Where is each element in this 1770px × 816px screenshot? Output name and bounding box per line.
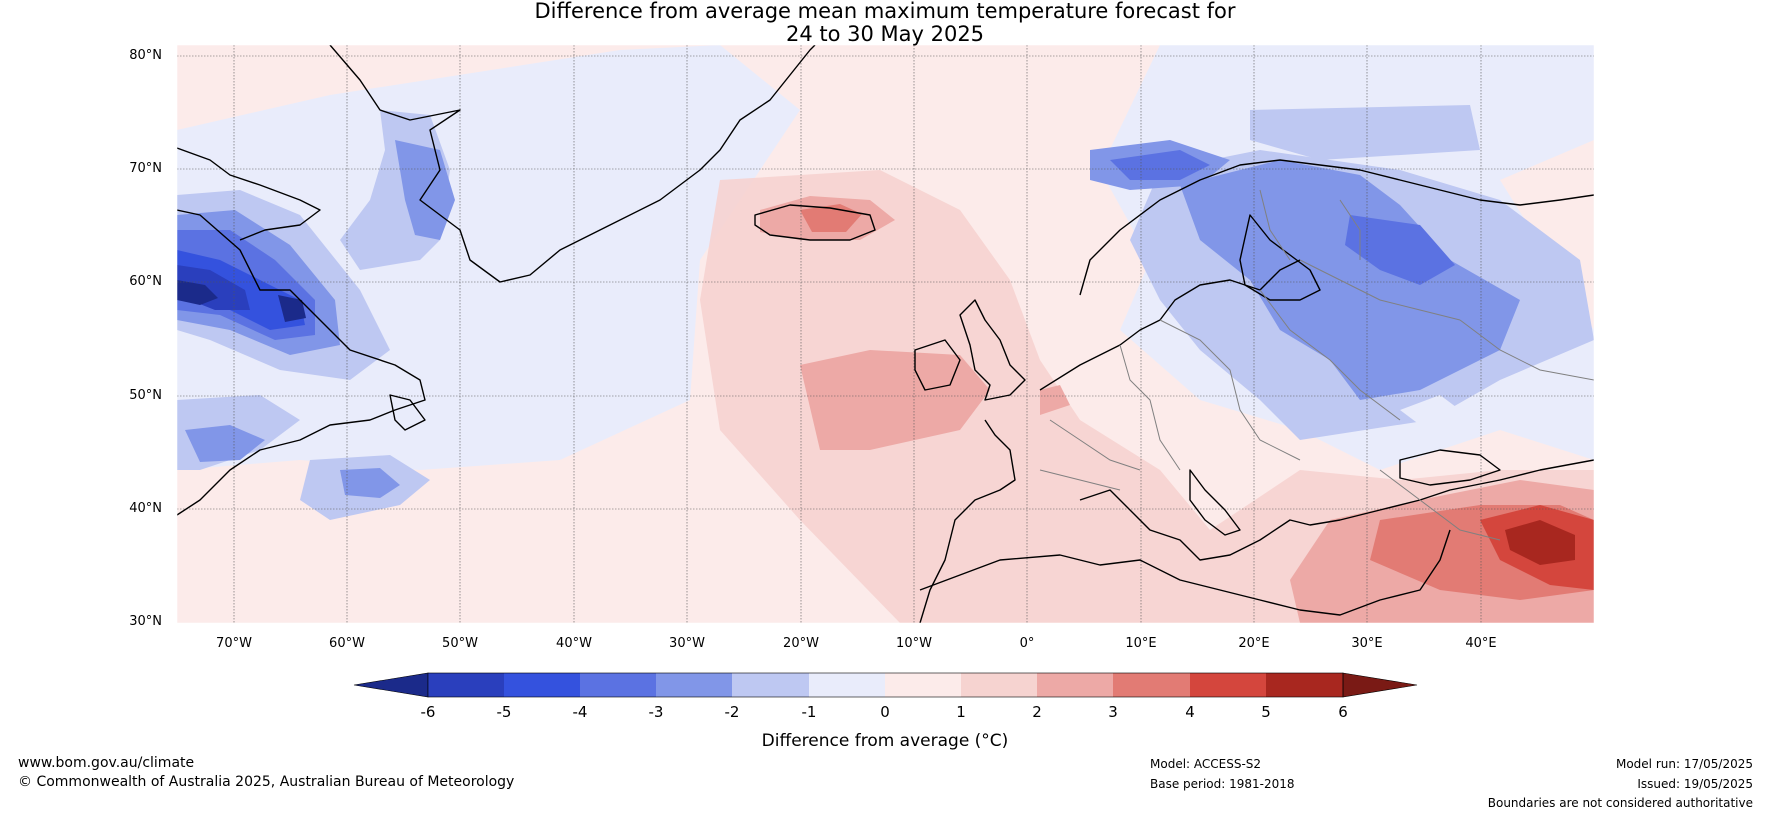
map-frame [176, 44, 1595, 624]
newfoundland-coast [389, 394, 426, 431]
colorbar-tick: -6 [420, 703, 436, 721]
colorbar-min-arrow [353, 672, 429, 698]
lon-label: 40°W [556, 636, 592, 651]
lon-label: 20°E [1238, 636, 1270, 651]
lat-label: 70°N [129, 161, 162, 176]
lat-label: 80°N [129, 48, 162, 63]
baltic-coast [1239, 214, 1321, 301]
map-title: Difference from average mean maximum tem… [0, 0, 1770, 46]
lon-label: 30°W [669, 636, 705, 651]
iceland-coast [754, 204, 876, 241]
africa-coast [919, 529, 1451, 616]
baffin-coast [177, 147, 321, 241]
lat-label: 60°N [129, 274, 162, 289]
lon-label: 60°W [329, 636, 365, 651]
coastlines [177, 45, 1594, 623]
graticule [177, 45, 1594, 623]
colorbar-segment [885, 673, 961, 697]
colorbar-segment [504, 673, 580, 697]
colorbar [353, 672, 1418, 698]
black-sea-coast [1399, 449, 1501, 486]
model-name: Model: ACCESS-S2 [1150, 757, 1262, 771]
europe-coast [919, 419, 1016, 623]
labrador-coast [177, 209, 426, 516]
colorbar-label: Difference from average (°C) [761, 731, 1009, 751]
colorbar-segment [656, 673, 732, 697]
lon-label: 70°W [216, 636, 252, 651]
colorbar-segment [428, 673, 504, 697]
base-period: Base period: 1981-2018 [1150, 777, 1295, 791]
colorbar-segment [1266, 673, 1343, 697]
anomaly-field [177, 45, 1594, 623]
continental-coast [1039, 259, 1301, 391]
colorbar-segment [1113, 673, 1190, 697]
colorbar-segment [1037, 673, 1113, 697]
lon-label: 40°E [1465, 636, 1497, 651]
colorbar-tick: -1 [801, 703, 817, 721]
italy-coast [1189, 469, 1241, 536]
colorbar-segment [1190, 673, 1266, 697]
colorbar-tick: -5 [496, 703, 512, 721]
lon-label: 20°W [783, 636, 819, 651]
britain-coast [959, 299, 1026, 401]
issued-date: Issued: 19/05/2025 [1637, 777, 1753, 791]
lat-label: 30°N [129, 614, 162, 629]
country-borders [1039, 189, 1594, 541]
title-line-1: Difference from average mean maximum tem… [534, 0, 1236, 23]
lon-label: 10°W [896, 636, 932, 651]
model-run: Model run: 17/05/2025 [1615, 757, 1753, 771]
colorbar-tick: 6 [1338, 703, 1348, 721]
colorbar-tick: -3 [648, 703, 664, 721]
med-north-coast [1079, 459, 1594, 561]
colorbar-segment [732, 673, 809, 697]
title-line-2: 24 to 30 May 2025 [785, 22, 985, 46]
colorbar-segment [961, 673, 1037, 697]
copyright-text: © Commonwealth of Australia 2025, Austra… [18, 774, 515, 790]
greenland-coast [329, 45, 816, 283]
colorbar-tick: -2 [724, 703, 740, 721]
colorbar-max-arrow [1342, 672, 1418, 698]
colorbar-tick: 3 [1108, 703, 1118, 721]
ireland-coast [914, 339, 961, 391]
colorbar-tick: 4 [1185, 703, 1195, 721]
lat-label: 50°N [129, 388, 162, 403]
colorbar-tick: 0 [880, 703, 890, 721]
website-link[interactable]: www.bom.gov.au/climate [18, 755, 195, 771]
colorbar-tick: -4 [572, 703, 588, 721]
lon-label: 50°W [442, 636, 478, 651]
norway-coast [1079, 159, 1594, 296]
lon-label: 0° [1019, 636, 1035, 651]
colorbar-tick: 2 [1032, 703, 1042, 721]
colorbar-tick: 5 [1261, 703, 1271, 721]
lon-label: 30°E [1351, 636, 1383, 651]
colorbar-tick: 1 [956, 703, 966, 721]
boundaries-disclaimer: Boundaries are not considered authoritat… [1487, 796, 1753, 810]
lat-label: 40°N [129, 501, 162, 516]
lon-label: 10°E [1125, 636, 1157, 651]
colorbar-segment [809, 673, 885, 697]
colorbar-segment [580, 673, 656, 697]
